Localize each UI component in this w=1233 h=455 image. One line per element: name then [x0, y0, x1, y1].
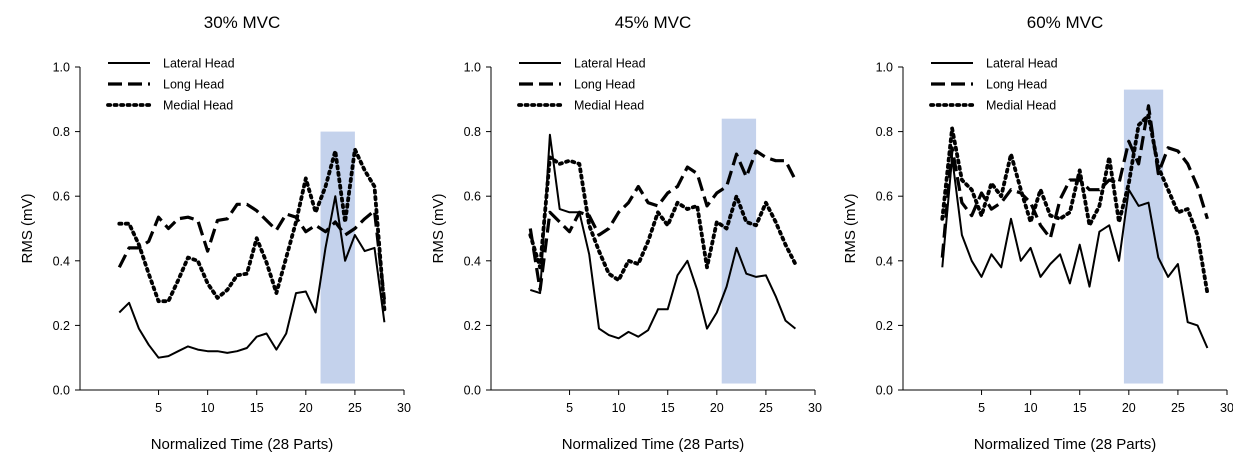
- series-line-long-head: [528, 149, 797, 292]
- x-axis-label: Normalized Time (28 Parts): [151, 436, 334, 453]
- series-line-lateral-head: [941, 156, 1209, 349]
- chart-title: 30% MVC: [204, 13, 281, 32]
- legend: Lateral Head Long Head Medial Head: [517, 57, 646, 113]
- x-tick-label: 30: [808, 401, 822, 415]
- x-tick-label: 20: [299, 401, 313, 415]
- y-tick-label: 0.8: [53, 125, 70, 139]
- y-tick-label: 1.0: [464, 61, 481, 75]
- y-tick-label: 1.0: [876, 61, 893, 75]
- y-tick-label: 0.6: [53, 190, 70, 204]
- legend-label: Long Head: [574, 78, 635, 92]
- y-tick-label: 0.2: [464, 319, 481, 333]
- series-line-medial-head: [940, 113, 1210, 295]
- legend-label: Medial Head: [986, 99, 1056, 113]
- y-axis-label: RMS (mV): [430, 194, 447, 264]
- y-tick-label: 0.4: [464, 254, 481, 268]
- x-tick-label: 25: [759, 401, 773, 415]
- y-tick-label: 0.4: [53, 254, 70, 268]
- y-tick-label: 0.4: [876, 254, 893, 268]
- y-tick-label: 0.8: [876, 125, 893, 139]
- highlight-band: [1123, 89, 1164, 384]
- legend-label: Medial Head: [574, 99, 644, 113]
- y-tick-label: 0.2: [53, 319, 70, 333]
- x-tick-label: 5: [566, 401, 573, 415]
- x-tick-label: 30: [397, 401, 411, 415]
- x-tick-label: 30: [1220, 401, 1233, 415]
- series-line-lateral-head: [529, 133, 797, 340]
- x-tick-label: 15: [250, 401, 264, 415]
- y-tick-label: 0.6: [876, 190, 893, 204]
- y-tick-label: 0.0: [53, 384, 70, 398]
- series-line-medial-head: [528, 155, 798, 283]
- x-tick-label: 20: [710, 401, 724, 415]
- series-line-long-head: [117, 202, 386, 300]
- x-tick-label: 15: [661, 401, 675, 415]
- y-tick-label: 0.0: [464, 384, 481, 398]
- y-tick-label: 1.0: [53, 61, 70, 75]
- x-tick-label: 5: [978, 401, 985, 415]
- x-tick-label: 10: [201, 401, 215, 415]
- legend-label: Lateral Head: [163, 57, 235, 71]
- x-axis-label: Normalized Time (28 Parts): [974, 436, 1157, 453]
- y-axis-label: RMS (mV): [19, 194, 36, 264]
- y-tick-label: 0.0: [876, 384, 893, 398]
- x-tick-label: 10: [612, 401, 626, 415]
- x-tick-label: 10: [1024, 401, 1038, 415]
- y-tick-label: 0.2: [876, 319, 893, 333]
- x-tick-label: 25: [348, 401, 362, 415]
- legend-label: Long Head: [163, 78, 224, 92]
- chart-title: 60% MVC: [1027, 13, 1104, 32]
- legend-label: Lateral Head: [986, 57, 1058, 71]
- x-tick-label: 15: [1073, 401, 1087, 415]
- legend: Lateral Head Long Head Medial Head: [929, 57, 1058, 113]
- legend-label: Medial Head: [163, 99, 233, 113]
- x-tick-label: 5: [155, 401, 162, 415]
- legend-label: Long Head: [986, 78, 1047, 92]
- x-tick-label: 20: [1122, 401, 1136, 415]
- y-tick-label: 0.8: [464, 125, 481, 139]
- chart-panel-3: 0.0 0.2 0.4 0.6 0.8 1.0 5 10 15 20 25 30 60% MVC Norm…: [842, 13, 1233, 453]
- chart-panel-2: 0.0 0.2 0.4 0.6 0.8 1.0 5 10 15 20 25 30 45% MVC Norm…: [430, 13, 822, 453]
- legend: Lateral Head Long Head Medial Head: [106, 57, 235, 113]
- y-tick-label: 0.6: [464, 190, 481, 204]
- y-axis-label: RMS (mV): [842, 194, 859, 264]
- legend-label: Lateral Head: [574, 57, 646, 71]
- x-tick-label: 25: [1171, 401, 1185, 415]
- chart-title: 45% MVC: [615, 13, 692, 32]
- series-line-long-head: [940, 104, 1209, 258]
- chart-panel-1: 0.0 0.2 0.4 0.6 0.8 1.0 5 10 15 20 25 30 30% MVC Norm…: [19, 13, 411, 453]
- x-axis-label: Normalized Time (28 Parts): [562, 436, 745, 453]
- highlight-band: [721, 118, 757, 384]
- series-line-medial-head: [117, 147, 387, 312]
